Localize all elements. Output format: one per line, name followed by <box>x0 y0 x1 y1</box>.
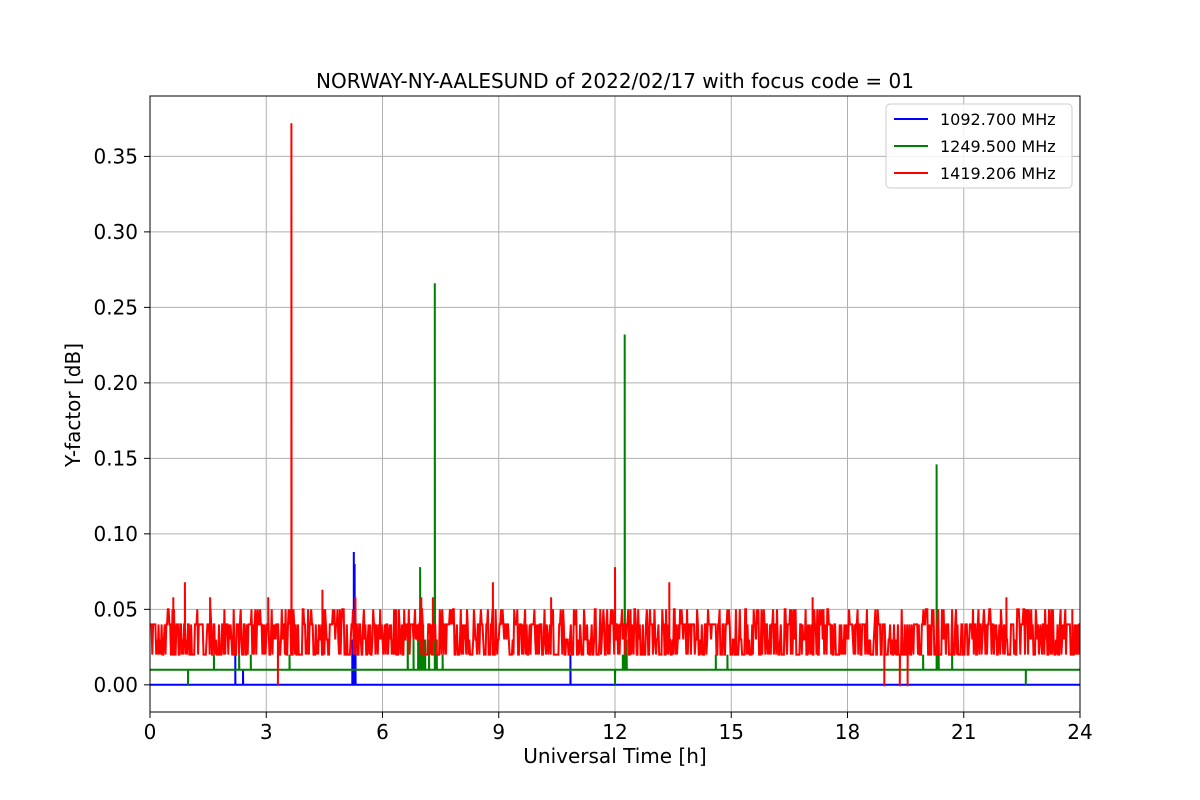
x-tick-label: 21 <box>951 720 976 744</box>
x-tick-label: 24 <box>1067 720 1092 744</box>
series-line <box>150 283 1080 685</box>
x-tick-label: 18 <box>835 720 860 744</box>
legend: 1092.700 MHz 1249.500 MHz 1419.206 MHz <box>885 103 1073 189</box>
y-tick-label: 0.15 <box>93 446 138 470</box>
y-tick-label: 0.05 <box>93 597 138 621</box>
y-tick-label: 0.25 <box>93 295 138 319</box>
legend-entry: 1249.500 MHz <box>940 137 1056 156</box>
x-tick-label: 3 <box>260 720 273 744</box>
ticks: 0 3 6 9 12 15 18 21 24 0.00 0.05 0.10 0.15 0.20 0.25 0.… <box>93 144 1092 744</box>
x-tick-label: 15 <box>719 720 744 744</box>
x-tick-label: 12 <box>602 720 627 744</box>
series-layer <box>150 123 1081 687</box>
y-axis-label: Y-factor [dB] <box>61 343 85 468</box>
y-tick-label: 0.20 <box>93 371 138 395</box>
chart-title: NORWAY-NY-AALESUND of 2022/02/17 with fo… <box>316 69 914 93</box>
y-tick-label: 0.00 <box>93 673 138 697</box>
x-tick-label: 0 <box>144 720 157 744</box>
legend-box <box>885 103 1073 189</box>
y-tick-label: 0.10 <box>93 522 138 546</box>
legend-entry: 1092.700 MHz <box>940 110 1056 129</box>
y-tick-label: 0.35 <box>93 144 138 168</box>
y-tick-label: 0.30 <box>93 220 138 244</box>
x-axis-label: Universal Time [h] <box>523 744 706 768</box>
series-line <box>150 123 1081 687</box>
grid <box>149 96 1081 712</box>
legend-entry: 1419.206 MHz <box>940 164 1056 183</box>
x-tick-label: 9 <box>492 720 505 744</box>
x-tick-label: 6 <box>376 720 389 744</box>
series-line <box>150 551 1080 686</box>
